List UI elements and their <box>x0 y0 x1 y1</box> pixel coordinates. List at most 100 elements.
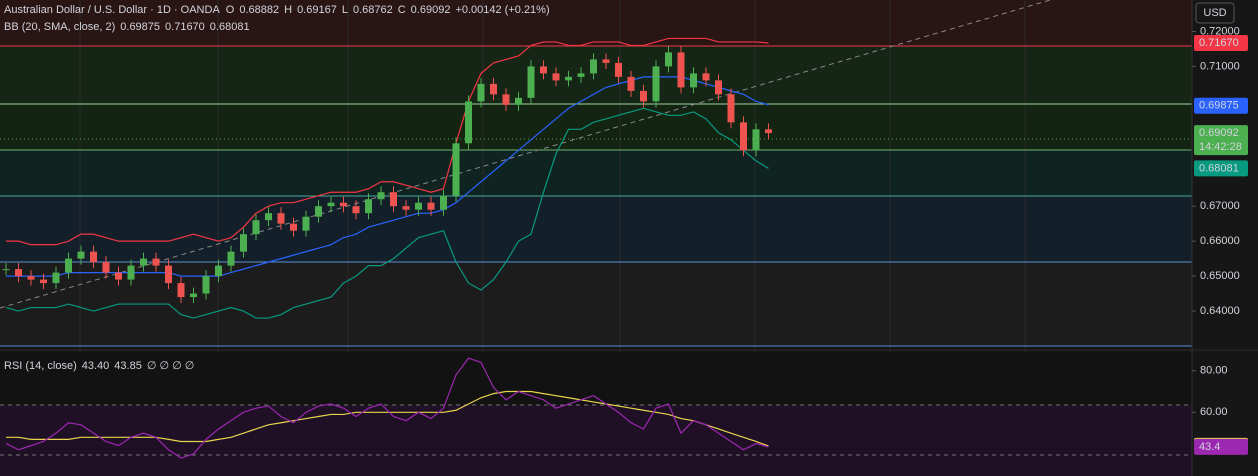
candle <box>27 276 35 280</box>
high: 0.69167 <box>297 4 337 16</box>
zone <box>0 262 1192 346</box>
l-label: L <box>342 4 348 16</box>
candle <box>690 73 697 88</box>
candle <box>115 272 122 280</box>
rsi-extras: ∅ ∅ ∅ ∅ <box>147 360 195 372</box>
price-badge <box>1194 125 1248 156</box>
price-badge <box>1194 34 1248 51</box>
rsi-label: RSI (14, close) <box>4 360 77 372</box>
zone <box>0 196 1192 262</box>
candle <box>415 202 422 210</box>
candle <box>677 52 685 88</box>
candle <box>365 199 372 214</box>
candle <box>102 262 110 273</box>
candle <box>640 90 647 102</box>
zone <box>0 104 1192 150</box>
candle <box>515 97 522 105</box>
h-label: H <box>284 4 292 16</box>
rsi-tick-label: 80.00 <box>1200 365 1228 377</box>
rsi-value: 43.40 <box>82 360 110 372</box>
bb-lower: 0.68081 <box>210 21 250 33</box>
candle <box>252 220 260 235</box>
price-badge <box>1194 160 1248 177</box>
candle <box>752 129 760 151</box>
rsi-line <box>5 357 769 459</box>
bb-basis: 0.69875 <box>120 21 160 33</box>
candle <box>765 129 772 134</box>
zone <box>0 150 1192 196</box>
rsi-tick-label: 60.00 <box>1200 406 1228 418</box>
candle <box>527 66 535 98</box>
candle <box>215 265 222 277</box>
price-badge <box>1194 97 1248 114</box>
o-label: O <box>226 4 235 16</box>
bb-upper-line <box>6 37 769 246</box>
candle <box>202 276 210 294</box>
candle <box>177 283 185 298</box>
y-tick-label: 0.67000 <box>1200 200 1240 212</box>
candle <box>152 258 160 266</box>
ohlc: O 0.68882 H 0.69167 L 0.68762 C 0.69092 +0.00142… <box>226 4 550 16</box>
candle <box>390 192 397 207</box>
change: +0.00142 (+0.21%) <box>455 4 549 16</box>
candle <box>665 52 672 67</box>
trend-line <box>0 0 1051 309</box>
y-tick-label: 0.65000 <box>1200 270 1240 282</box>
candle <box>477 83 485 102</box>
bb-lower-line <box>5 107 769 319</box>
open: 0.68882 <box>239 4 279 16</box>
low: 0.68762 <box>353 4 393 16</box>
currency-button[interactable] <box>1195 2 1235 24</box>
candle <box>52 272 60 284</box>
candle <box>90 251 97 263</box>
candle <box>240 234 247 252</box>
candle <box>490 83 497 95</box>
zone <box>0 0 1192 46</box>
candle <box>402 206 410 210</box>
marks <box>2 37 772 459</box>
candle <box>540 66 547 74</box>
y-tick-label: 0.66000 <box>1200 235 1240 247</box>
candle <box>602 59 610 63</box>
rsi-ma-line <box>6 390 769 447</box>
candle <box>165 265 172 284</box>
y-tick-label: 0.71000 <box>1200 60 1240 72</box>
zone <box>0 46 1192 104</box>
y-tick-label: 0.64000 <box>1200 305 1240 317</box>
candle <box>340 202 347 207</box>
candle <box>227 251 235 266</box>
candle <box>452 143 460 196</box>
candle <box>552 73 560 81</box>
candle <box>2 269 10 271</box>
rsi-band <box>0 405 1192 476</box>
price-badge <box>1194 438 1248 455</box>
candle <box>627 76 635 91</box>
candle <box>502 94 510 105</box>
candle <box>427 202 435 210</box>
candle <box>140 258 147 266</box>
candle <box>715 80 722 95</box>
badge-label: 0.69092 <box>1199 127 1239 139</box>
candle <box>290 223 297 231</box>
candle <box>440 195 447 210</box>
candle <box>377 192 385 200</box>
candle <box>127 265 135 280</box>
currency[interactable]: USD <box>1203 7 1226 19</box>
badge-label: 0.69875 <box>1199 100 1239 112</box>
candle <box>652 66 660 102</box>
candle <box>15 269 22 277</box>
candle <box>740 122 747 151</box>
candle <box>302 216 310 231</box>
y-tick-label: 0.72000 <box>1200 25 1240 37</box>
symbol: Australian Dollar / U.S. Dollar · 1D · O… <box>4 4 220 16</box>
candle <box>277 213 285 224</box>
candle <box>565 76 572 81</box>
candle <box>615 62 622 77</box>
rsi-legend: RSI (14, close) 43.40 43.85 ∅ ∅ ∅ ∅ <box>4 360 194 372</box>
bb-label: BB (20, SMA, close, 2) <box>4 21 115 33</box>
candle <box>465 101 472 144</box>
candle <box>315 206 322 217</box>
badge-label: 43.4 <box>1199 441 1220 453</box>
candle <box>352 206 360 214</box>
